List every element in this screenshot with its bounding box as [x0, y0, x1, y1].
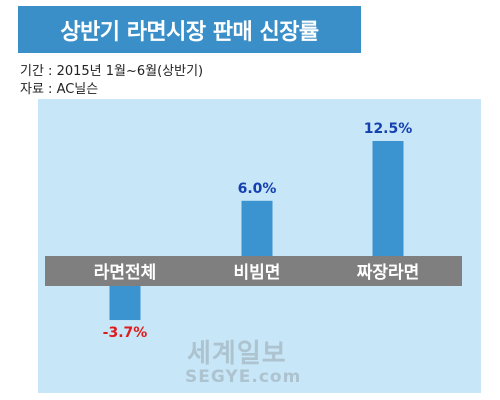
category-label-1: 라면전체	[94, 263, 157, 283]
category-band	[45, 256, 462, 286]
watermark-url: SEGYE.com	[185, 367, 302, 387]
data-label-1: -3.7%	[103, 325, 148, 341]
bar-1	[109, 286, 141, 321]
data-label-3: 12.5%	[364, 121, 413, 137]
category-label-2: 비빔면	[234, 263, 281, 283]
bar-2	[241, 200, 273, 256]
bar-3	[372, 141, 404, 256]
category-label-3: 짜장라면	[357, 263, 420, 283]
watermark-logo: 세계일보	[187, 339, 287, 369]
page-title: 상반기 라면시장 판매 신장률	[60, 19, 319, 45]
period-note: 기간 : 2015년 1월~6월(상반기)	[20, 64, 204, 79]
source-note: 자료 : AC닐슨	[20, 82, 99, 97]
data-label-2: 6.0%	[238, 181, 277, 197]
title-bar: 상반기 라면시장 판매 신장률	[18, 6, 361, 53]
